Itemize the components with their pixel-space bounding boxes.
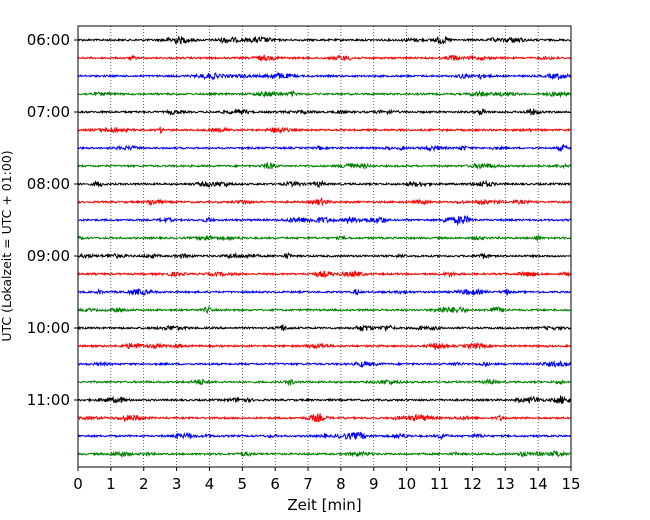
trace-0600 <box>77 35 572 45</box>
x-axis-label: Zeit [min] <box>287 496 361 514</box>
trace-0745 <box>77 161 572 170</box>
x-tick-label: 4 <box>205 475 215 493</box>
plot-frame <box>77 25 572 468</box>
trace-1130 <box>77 431 572 441</box>
trace-1045 <box>77 377 572 387</box>
y-tick-label: 09:00 <box>27 247 70 265</box>
trace-0800 <box>77 179 572 189</box>
x-tick-label: 7 <box>303 475 313 493</box>
x-tick-label: 3 <box>172 475 182 493</box>
x-tick-label: 0 <box>73 475 83 493</box>
x-tick-label: 9 <box>369 475 379 493</box>
x-axis-ticks: 0 1 2 3 4 5 6 7 8 9 10 11 12 13 14 15 <box>73 467 581 493</box>
trace-0945 <box>77 305 572 314</box>
x-tick-label: 15 <box>561 475 580 493</box>
trace-0630 <box>77 70 572 81</box>
y-tick-label: 08:00 <box>27 175 70 193</box>
trace-0615 <box>77 54 572 63</box>
x-tick-label: 2 <box>139 475 149 493</box>
trace-0845 <box>77 233 572 242</box>
seismogram-traces <box>77 35 572 458</box>
trace-1145 <box>77 450 572 458</box>
trace-0815 <box>77 196 572 207</box>
trace-0915 <box>77 270 572 279</box>
x-tick-label: 6 <box>270 475 280 493</box>
y-tick-label: 06:00 <box>27 31 70 49</box>
trace-1015 <box>77 341 572 352</box>
trace-0700 <box>77 108 572 116</box>
trace-0830 <box>77 214 572 227</box>
x-tick-label: 12 <box>463 475 482 493</box>
trace-0645 <box>77 89 572 98</box>
x-tick-label: 1 <box>106 475 116 493</box>
trace-0900 <box>77 251 572 260</box>
x-tick-label: 8 <box>336 475 346 493</box>
y-tick-label: 10:00 <box>27 319 70 337</box>
trace-0715 <box>77 126 572 134</box>
x-tick-label: 10 <box>397 475 416 493</box>
x-tick-label: 5 <box>238 475 248 493</box>
y-axis-label: UTC (Lokalzeit = UTC + 01:00) <box>0 150 14 341</box>
trace-1030 <box>77 360 572 368</box>
y-axis-ticks: 06:00 07:00 08:00 09:00 10:00 11:00 <box>27 31 78 409</box>
y-tick-label: 07:00 <box>27 103 70 121</box>
plot-background <box>78 26 571 467</box>
y-tick-label: 11:00 <box>27 391 70 409</box>
trace-1115 <box>77 412 572 423</box>
x-tick-label: 14 <box>529 475 548 493</box>
trace-1000 <box>77 323 572 333</box>
trace-0930 <box>77 287 572 297</box>
x-tick-label: 11 <box>430 475 449 493</box>
trace-0730 <box>77 143 572 153</box>
x-tick-label: 13 <box>496 475 515 493</box>
trace-1100 <box>77 395 572 405</box>
